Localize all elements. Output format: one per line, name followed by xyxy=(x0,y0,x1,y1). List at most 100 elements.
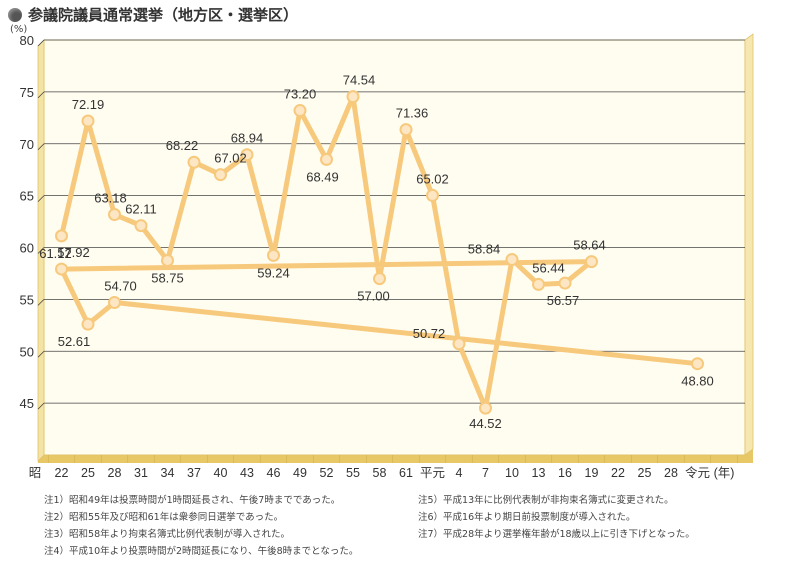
y-tick-label: 55 xyxy=(20,292,34,307)
y-tick-label: 65 xyxy=(20,189,34,204)
data-label: 58.64 xyxy=(573,238,606,253)
grid-line-slant xyxy=(37,195,45,202)
data-label: 61.12 xyxy=(39,246,72,261)
data-point xyxy=(346,90,360,104)
x-tick-label: 10 xyxy=(505,466,519,480)
note-7: 注7）平成28年より選挙権年齢が18歳以上に引き下げとなった。 xyxy=(418,529,695,540)
data-label: 48.80 xyxy=(681,374,714,389)
data-label: 57.92 xyxy=(57,245,90,260)
data-label: 44.52 xyxy=(469,416,502,431)
x-tick-label: 13 xyxy=(532,466,546,480)
x-tick-label: 49 xyxy=(293,466,307,480)
grid-line-slant xyxy=(37,247,45,254)
data-point xyxy=(585,255,598,269)
data-label: 56.57 xyxy=(547,293,580,308)
data-label: 74.54 xyxy=(343,73,376,88)
notes-left: 注1）昭和49年は投票時間が1時間延長され、午後7時までであった。 注2）昭和5… xyxy=(44,492,358,560)
x-tick-label: 25 xyxy=(638,466,652,480)
data-label: 58.84 xyxy=(468,242,501,257)
data-label: 73.20 xyxy=(284,87,317,102)
y-tick-label: 60 xyxy=(20,241,34,256)
notes-right: 注5）平成13年に比例代表制が非拘束名簿式に変更された。 注6）平成16年より期… xyxy=(418,492,695,543)
data-label: 68.22 xyxy=(166,138,199,153)
note-4: 注4）平成10年より投票時間が2時間延長になり、午後8時までとなった。 xyxy=(44,546,359,557)
data-point xyxy=(452,337,466,351)
y-tick-label: 50 xyxy=(20,344,34,359)
data-point xyxy=(81,114,95,128)
data-label: 52.61 xyxy=(58,334,91,349)
grid-line-slant xyxy=(37,39,45,47)
x-tick-label: 40 xyxy=(214,466,228,480)
x-tick-label: 34 xyxy=(161,466,175,480)
data-point xyxy=(532,277,545,291)
x-tick-label: 61 xyxy=(399,466,413,480)
data-point xyxy=(108,208,121,222)
x-tick-label: 25 xyxy=(81,466,95,480)
grid-line-slant xyxy=(37,350,45,358)
data-label: 65.02 xyxy=(416,171,449,186)
grid-line-slant xyxy=(37,91,45,99)
data-label: 72.19 xyxy=(72,97,105,112)
data-label: 50.72 xyxy=(413,326,446,341)
x-tick-label: 7 xyxy=(482,466,489,480)
data-point xyxy=(134,219,148,233)
data-point xyxy=(81,317,95,331)
data-label: 59.24 xyxy=(257,265,290,280)
data-point xyxy=(240,148,254,162)
data-point xyxy=(55,229,68,243)
data-label: 68.49 xyxy=(306,169,339,184)
x-tick-label: 4 xyxy=(456,466,463,480)
grid-line-slant xyxy=(37,402,45,410)
data-point xyxy=(187,155,201,169)
y-tick-label: 45 xyxy=(20,396,34,411)
data-label: 63.18 xyxy=(94,191,127,206)
data-point xyxy=(293,104,307,118)
data-label: 62.11 xyxy=(125,202,157,217)
data-point xyxy=(505,253,519,267)
data-label: 54.70 xyxy=(104,278,137,293)
data-point xyxy=(691,357,704,371)
x-tick-label: 16 xyxy=(558,466,572,480)
x-tick-label: 55 xyxy=(346,466,360,480)
data-label: 58.75 xyxy=(151,270,184,285)
x-tick-label: 22 xyxy=(55,466,69,480)
data-label: 71.36 xyxy=(396,106,429,121)
x-tick-label: 52 xyxy=(320,466,334,480)
grid-line-slant xyxy=(37,143,45,151)
y-tick-label: 70 xyxy=(20,137,34,152)
x-tick-label: (年) xyxy=(714,466,735,480)
note-5: 注5）平成13年に比例代表制が非拘束名簿式に変更された。 xyxy=(418,495,674,506)
data-point xyxy=(108,295,121,309)
data-point xyxy=(214,168,227,182)
plot-right-wall xyxy=(744,33,754,456)
x-tick-label: 平元 xyxy=(420,466,445,480)
data-point xyxy=(55,262,68,276)
data-point xyxy=(558,276,572,290)
data-point xyxy=(267,248,280,262)
x-tick-label: 58 xyxy=(373,466,387,480)
y-tick-label: 75 xyxy=(20,85,34,100)
y-tick-label: 80 xyxy=(20,33,34,48)
data-label: 67.02 xyxy=(214,151,247,166)
data-label: 57.00 xyxy=(357,289,390,304)
data-point xyxy=(399,123,413,137)
grid-line-slant xyxy=(37,299,45,306)
plot-floor xyxy=(38,449,753,463)
x-tick-label: 43 xyxy=(240,466,254,480)
x-tick-label: 昭 xyxy=(29,466,42,480)
bullet-icon xyxy=(8,7,22,22)
x-tick-label: 22 xyxy=(611,466,625,480)
note-3: 注3）昭和58年より拘束名簿式比例代表制が導入された。 xyxy=(44,529,290,540)
data-point xyxy=(426,188,439,202)
y-axis-unit: (%) xyxy=(10,24,28,35)
data-label: 68.94 xyxy=(231,131,264,146)
x-tick-label: 28 xyxy=(664,466,678,480)
data-point xyxy=(373,272,386,286)
note-1: 注1）昭和49年は投票時間が1時間延長され、午後7時までであった。 xyxy=(44,495,341,506)
x-tick-label: 19 xyxy=(585,466,599,480)
chart-title: 参議院議員通常選挙（地方区・選挙区） xyxy=(8,4,298,25)
data-point xyxy=(479,401,492,415)
x-tick-label: 令元 xyxy=(685,465,710,480)
x-tick-label: 31 xyxy=(134,466,148,480)
